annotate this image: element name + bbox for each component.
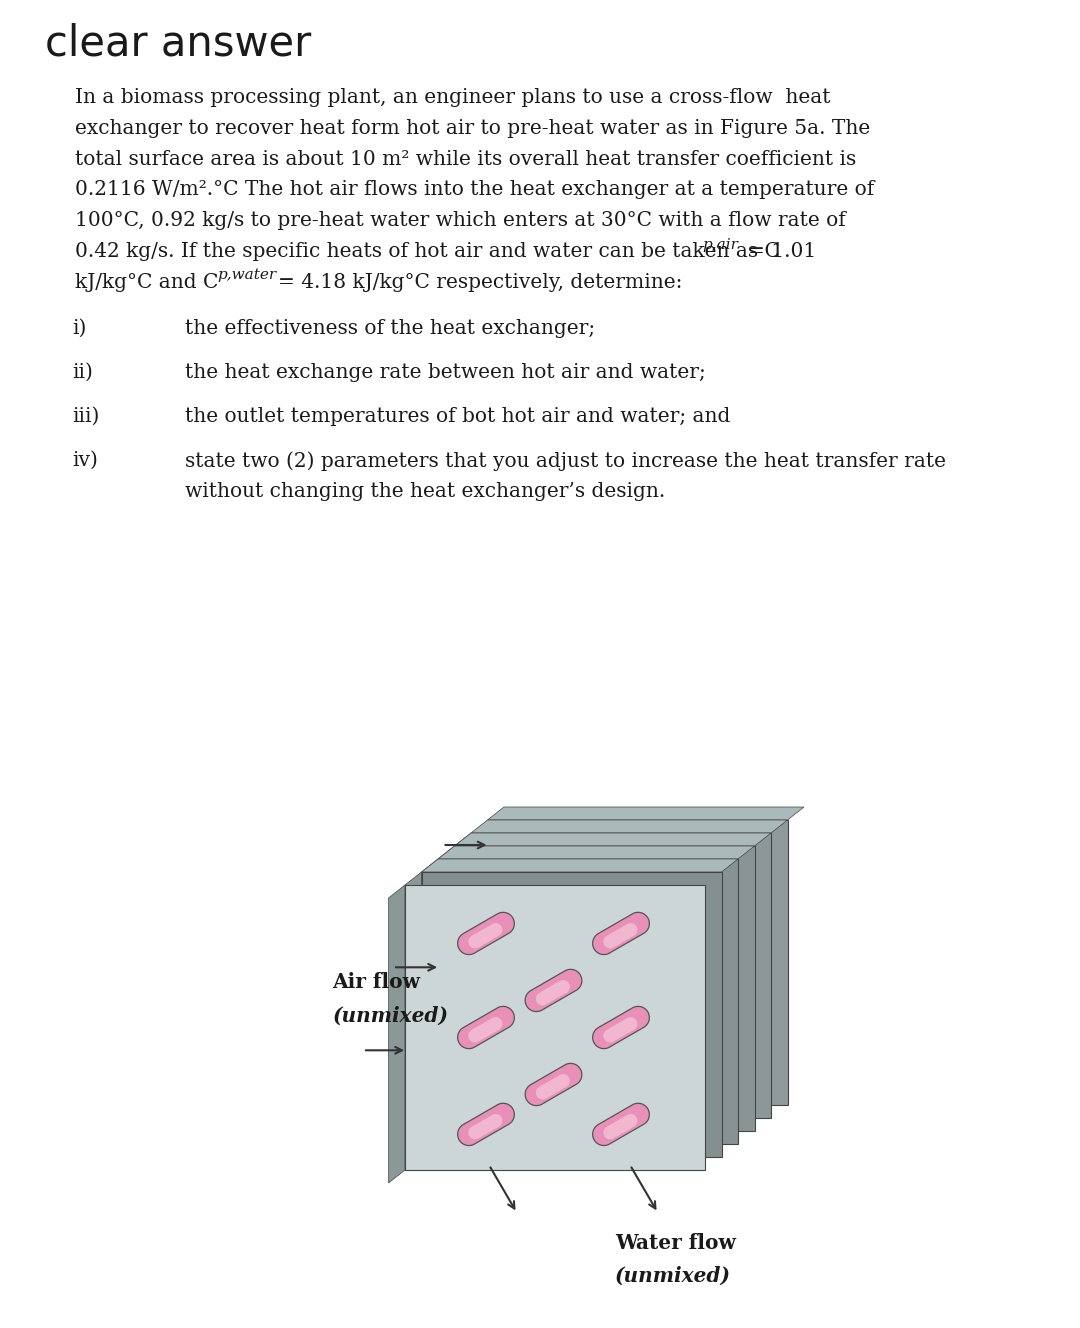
Text: 0.2116 W/m².°C The hot air flows into the heat exchanger at a temperature of: 0.2116 W/m².°C The hot air flows into th… bbox=[75, 181, 874, 199]
Polygon shape bbox=[455, 833, 471, 1131]
Polygon shape bbox=[471, 819, 787, 833]
Text: Water flow: Water flow bbox=[615, 1232, 735, 1254]
Text: the effectiveness of the heat exchanger;: the effectiveness of the heat exchanger; bbox=[185, 319, 595, 339]
Text: 0.42 kg/s. If the specific heats of hot air and water can be taken as C: 0.42 kg/s. If the specific heats of hot … bbox=[75, 242, 780, 262]
Text: = 4.18 kJ/kg°C respectively, determine:: = 4.18 kJ/kg°C respectively, determine: bbox=[278, 272, 683, 292]
Polygon shape bbox=[525, 1064, 582, 1106]
Polygon shape bbox=[458, 1104, 514, 1146]
Text: without changing the heat exchanger’s design.: without changing the heat exchanger’s de… bbox=[185, 482, 665, 501]
Polygon shape bbox=[593, 1007, 649, 1049]
Bar bbox=[438, 859, 738, 1143]
Polygon shape bbox=[421, 859, 738, 872]
Polygon shape bbox=[389, 884, 405, 1183]
Polygon shape bbox=[458, 912, 514, 955]
Polygon shape bbox=[593, 1104, 649, 1146]
Text: total surface area is about 10 m² while its overall heat transfer coefficient is: total surface area is about 10 m² while … bbox=[75, 150, 856, 169]
Polygon shape bbox=[525, 969, 582, 1012]
Polygon shape bbox=[536, 980, 570, 1005]
Bar bbox=[455, 846, 755, 1131]
Polygon shape bbox=[604, 1017, 637, 1042]
Polygon shape bbox=[405, 872, 421, 1170]
Text: iii): iii) bbox=[72, 406, 99, 426]
Text: the outlet temperatures of bot hot air and water; and: the outlet temperatures of bot hot air a… bbox=[185, 406, 730, 426]
Polygon shape bbox=[458, 1007, 514, 1049]
Text: exchanger to recover heat form hot air to pre-heat water as in Figure 5a. The: exchanger to recover heat form hot air t… bbox=[75, 118, 870, 138]
Polygon shape bbox=[455, 833, 771, 846]
Text: In a biomass processing plant, an engineer plans to use a cross-flow  heat: In a biomass processing plant, an engine… bbox=[75, 88, 831, 108]
Bar bbox=[487, 819, 787, 1105]
Polygon shape bbox=[421, 859, 438, 1157]
Text: i): i) bbox=[72, 319, 86, 339]
Text: p,water: p,water bbox=[217, 268, 276, 283]
Polygon shape bbox=[469, 1017, 502, 1042]
Text: (unmixed): (unmixed) bbox=[615, 1266, 731, 1286]
Text: kJ/kg°C and C: kJ/kg°C and C bbox=[75, 272, 218, 292]
Text: (unmixed): (unmixed) bbox=[333, 1007, 448, 1027]
Text: p,air: p,air bbox=[702, 238, 738, 251]
Polygon shape bbox=[438, 846, 455, 1143]
Bar bbox=[421, 872, 721, 1157]
Polygon shape bbox=[487, 807, 804, 819]
Text: the heat exchange rate between hot air and water;: the heat exchange rate between hot air a… bbox=[185, 363, 705, 382]
Polygon shape bbox=[469, 923, 502, 948]
Polygon shape bbox=[604, 923, 637, 948]
Text: state two (2) parameters that you adjust to increase the heat transfer rate: state two (2) parameters that you adjust… bbox=[185, 452, 946, 470]
Text: Air flow: Air flow bbox=[333, 972, 420, 992]
Bar bbox=[471, 833, 771, 1118]
Polygon shape bbox=[469, 1114, 502, 1139]
Polygon shape bbox=[438, 846, 755, 859]
Bar bbox=[405, 884, 705, 1170]
Text: 100°C, 0.92 kg/s to pre-heat water which enters at 30°C with a flow rate of: 100°C, 0.92 kg/s to pre-heat water which… bbox=[75, 211, 846, 230]
Polygon shape bbox=[604, 1114, 637, 1139]
Text: iv): iv) bbox=[72, 452, 98, 470]
Polygon shape bbox=[536, 1074, 570, 1100]
Text: ii): ii) bbox=[72, 363, 93, 382]
Text: clear answer: clear answer bbox=[45, 23, 311, 65]
Polygon shape bbox=[593, 912, 649, 955]
Text: = 1.01: = 1.01 bbox=[748, 242, 816, 262]
